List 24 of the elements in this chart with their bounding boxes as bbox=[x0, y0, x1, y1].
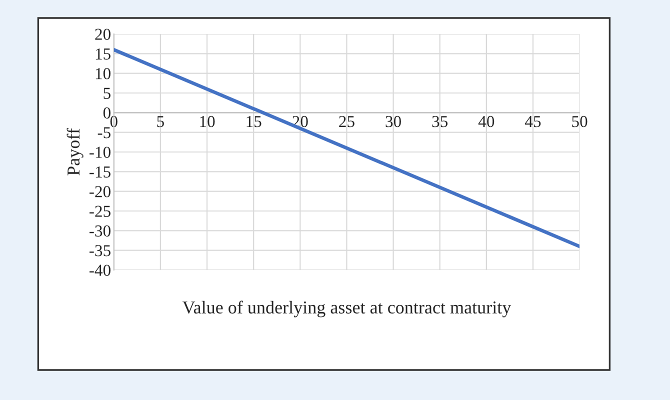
y-tick-label: -20 bbox=[90, 186, 110, 198]
x-tick-label: 15 bbox=[246, 116, 262, 128]
y-axis-title: Payoff bbox=[66, 128, 84, 176]
x-axis-title: Value of underlying asset at contract maturity bbox=[182, 300, 512, 318]
y-tick-label: -5 bbox=[98, 127, 110, 138]
x-tick-label: 50 bbox=[572, 116, 588, 128]
x-tick-label: 10 bbox=[200, 116, 215, 128]
y-tick-label: 15 bbox=[96, 48, 110, 60]
x-tick-label: 25 bbox=[339, 116, 354, 128]
y-tick-label: 5 bbox=[104, 88, 110, 99]
y-tick-label: -35 bbox=[90, 245, 110, 256]
y-tick-label: 10 bbox=[96, 68, 110, 80]
y-tick-label: -30 bbox=[90, 225, 110, 237]
x-tick-label: 45 bbox=[524, 116, 541, 128]
y-tick-label: 20 bbox=[95, 28, 110, 40]
x-tick-label: 30 bbox=[386, 116, 401, 128]
y-tick-label: 0 bbox=[103, 107, 110, 119]
x-tick-label: 5 bbox=[157, 116, 164, 128]
y-tick-label: -25 bbox=[90, 206, 110, 217]
x-tick-label: 35 bbox=[432, 116, 448, 128]
y-tick-label: -10 bbox=[90, 146, 110, 158]
y-tick-label: -40 bbox=[90, 264, 110, 276]
x-tick-label: 40 bbox=[478, 116, 494, 128]
y-tick-label: -15 bbox=[90, 166, 110, 178]
